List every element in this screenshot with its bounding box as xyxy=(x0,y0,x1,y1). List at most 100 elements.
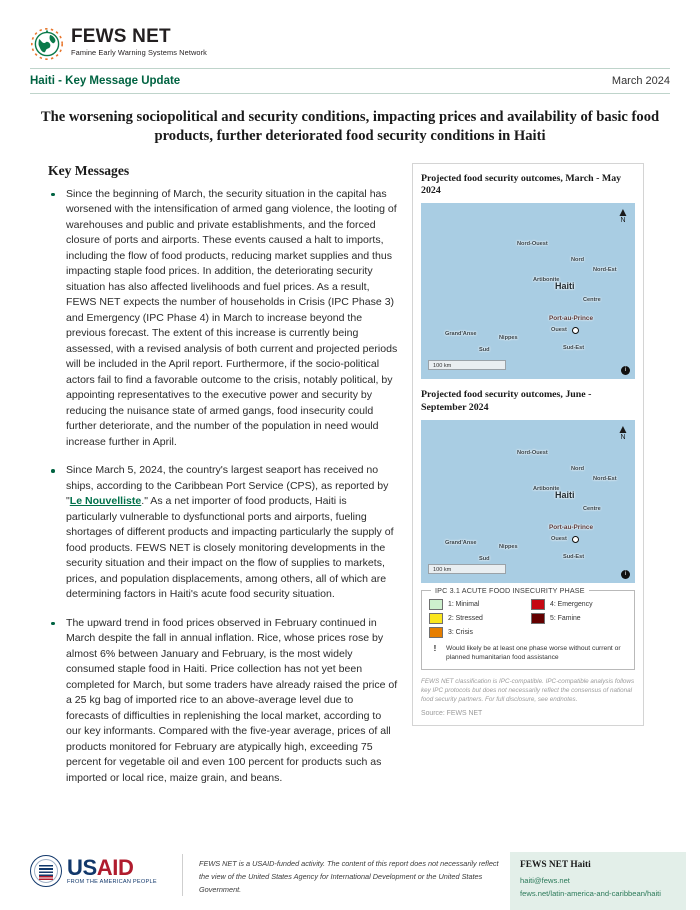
legend-label: 4: Emergency xyxy=(550,601,593,608)
compass-label: N xyxy=(620,434,626,441)
map-country-label: Haiti xyxy=(555,490,575,500)
seal-ring xyxy=(34,859,58,883)
map-source: Source: FEWS NET xyxy=(421,710,483,718)
usaid-us: US xyxy=(67,854,97,880)
map-capital-label: Port-au-Prince xyxy=(549,524,594,531)
list-item: Since March 5, 2024, the country's large… xyxy=(44,463,398,603)
contact-box: FEWS NET Haiti haiti@fews.net fews.net/l… xyxy=(510,852,686,910)
swatch-emergency-icon xyxy=(531,599,545,610)
message-text: Since the beginning of March, the securi… xyxy=(66,187,398,448)
brand-tagline: Famine Early Warning Systems Network xyxy=(71,48,207,57)
le-nouvelliste-link[interactable]: Le Nouvelliste xyxy=(69,495,142,507)
usaid-wordmark: USAID FROM THE AMERICAN PEOPLE xyxy=(67,854,157,886)
map-country-label: Haiti xyxy=(555,281,575,292)
contact-email[interactable]: haiti@fews.net xyxy=(520,876,570,885)
legend-column-left: 1: Minimal 2: Stressed 3: Crisis xyxy=(429,599,531,641)
seal-stripes xyxy=(39,865,53,877)
maps-column: Projected food security outcomes, March … xyxy=(412,162,644,800)
message-text-after-link: ." As a net importer of food products, H… xyxy=(66,495,394,600)
usaid-tagline: FROM THE AMERICAN PEOPLE xyxy=(67,878,157,885)
compass-arrow: ▲ xyxy=(617,205,629,220)
usaid-logo: USAID FROM THE AMERICAN PEOPLE xyxy=(30,852,178,887)
capital-marker xyxy=(572,536,579,543)
report-titlebar: Haiti - Key Message Update March 2024 xyxy=(30,68,670,94)
legend: IPC 3.1 ACUTE FOOD INSECURITY PHASE 1: M… xyxy=(421,586,635,671)
map-panel: Projected food security outcomes, March … xyxy=(412,162,644,727)
legend-grid: 1: Minimal 2: Stressed 3: Crisis xyxy=(429,599,627,641)
map-label-centre: Centre xyxy=(583,297,601,304)
swatch-stressed-icon xyxy=(429,613,443,624)
globe-compass-icon xyxy=(30,27,64,61)
report-title: Haiti - Key Message Update xyxy=(30,75,181,87)
contact-url[interactable]: fews.net/latin-america-and-caribbean/hai… xyxy=(520,888,661,898)
map-1-caption: Projected food security outcomes, March … xyxy=(421,172,622,197)
map-label-ouest: Ouest xyxy=(551,536,567,542)
legend-title: IPC 3.1 ACUTE FOOD INSECURITY PHASE xyxy=(431,586,589,595)
map-scalebar: 100 km xyxy=(428,360,506,371)
sea-background xyxy=(421,420,635,583)
legend-item-emergency: 4: Emergency xyxy=(531,599,627,610)
map-label-grand-anse: Grand'Anse xyxy=(445,331,477,338)
page-title: The worsening sociopolitical and securit… xyxy=(40,109,660,145)
map-footnote: FEWS NET classification is IPC-compatibl… xyxy=(421,678,635,704)
map-label-grand-anse: Grand'Anse xyxy=(445,540,477,546)
map-info-icon[interactable]: i xyxy=(621,366,630,376)
legend-item-minimal: 1: Minimal xyxy=(429,599,531,610)
map-label-sud-est: Sud-Est xyxy=(563,345,585,352)
list-item: Since the beginning of March, the securi… xyxy=(44,187,398,451)
map-label-nord-ouest: Nord-Ouest xyxy=(517,241,548,248)
map-label-sud-est: Sud-Est xyxy=(563,554,585,560)
message-text: Since March 5, 2024, the country's large… xyxy=(66,464,389,507)
map-label-nord-ouest: Nord-Ouest xyxy=(517,450,548,456)
map-label-nord: Nord xyxy=(571,257,585,264)
map-label-nord-est: Nord-Est xyxy=(593,476,617,482)
key-messages-column: Key Messages Since the beginning of Marc… xyxy=(44,163,412,800)
usaid-seal-icon xyxy=(30,855,62,887)
brand-wordmark: FEWS NET Famine Early Warning Systems Ne… xyxy=(71,26,207,56)
usaid-aid: AID xyxy=(96,854,134,880)
report-date: March 2024 xyxy=(611,75,670,87)
footer-divider xyxy=(182,854,183,896)
legend-label: 2: Stressed xyxy=(448,615,483,622)
map-label-ouest: Ouest xyxy=(551,327,567,334)
legend-item-stressed: 2: Stressed xyxy=(429,613,531,624)
map-scalebar: 100 km xyxy=(428,564,506,574)
map-label-artibonite: Artibonite xyxy=(533,486,560,492)
map-2[interactable]: Nord-Ouest Nord Nord-Est Artibonite Cent… xyxy=(421,420,635,583)
map-1[interactable]: Nord-Ouest Nord Nord-Est Artibonite Cent… xyxy=(421,203,635,380)
compass-label: N xyxy=(620,217,626,225)
map-label-nord: Nord xyxy=(571,466,585,472)
map-label-sud: Sud xyxy=(479,347,490,354)
footer: USAID FROM THE AMERICAN PEOPLE FEWS NET … xyxy=(0,844,700,910)
exclamation-icon: ! xyxy=(433,644,437,653)
map-info-icon[interactable]: i xyxy=(621,570,630,579)
compass-icon: ▲ N xyxy=(617,422,629,441)
legend-column-right: 4: Emergency 5: Famine xyxy=(531,599,627,641)
legend-item-crisis: 3: Crisis xyxy=(429,627,531,638)
list-item: The upward trend in food prices observed… xyxy=(44,616,398,787)
compass-icon: ▲ N xyxy=(617,205,629,225)
swatch-famine-icon xyxy=(531,613,545,624)
seal-red-stripes xyxy=(39,876,53,880)
content-columns: Key Messages Since the beginning of Marc… xyxy=(0,162,700,800)
legend-label: 5: Famine xyxy=(550,615,581,622)
map-label-nord-est: Nord-Est xyxy=(593,267,617,274)
map-label-centre: Centre xyxy=(583,506,601,512)
usaid-word-big: USAID xyxy=(67,854,157,880)
masthead: FEWS NET Famine Early Warning Systems Ne… xyxy=(0,0,700,60)
map-2-caption: Projected food security outcomes, June -… xyxy=(421,389,592,414)
map-capital-label: Port-au-Prince xyxy=(549,315,594,323)
swatch-crisis-icon xyxy=(429,627,443,638)
legend-note: ! Would likely be at least one phase wor… xyxy=(429,644,627,662)
sea-background xyxy=(421,203,635,380)
legend-label: 3: Crisis xyxy=(448,629,473,636)
capital-marker xyxy=(572,327,579,335)
contact-title: FEWS NET Haiti xyxy=(520,860,591,870)
compass-arrow: ▲ xyxy=(617,422,629,436)
footer-disclaimer: FEWS NET is a USAID-funded activity. The… xyxy=(199,859,499,894)
brand-name: FEWS NET xyxy=(71,26,171,47)
map-label-sud: Sud xyxy=(479,556,490,562)
legend-item-famine: 5: Famine xyxy=(531,613,627,624)
map-label-artibonite: Artibonite xyxy=(533,277,560,284)
